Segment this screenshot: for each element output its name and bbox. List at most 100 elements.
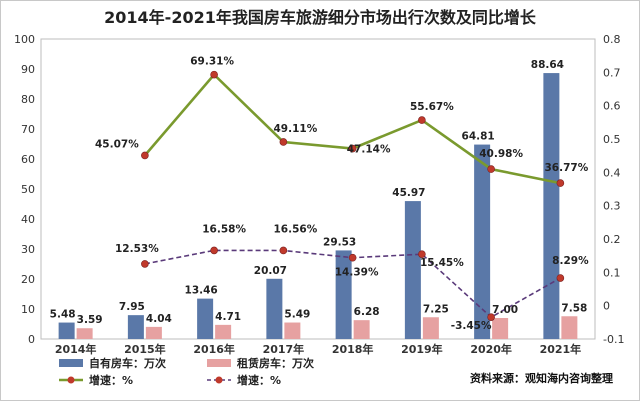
legend-growth-solid: 增速：% — [89, 373, 133, 387]
bar-rental — [145, 326, 162, 339]
growth-point — [210, 70, 218, 79]
bar-value-label: 7.25 — [423, 303, 449, 315]
growth-point — [279, 246, 288, 255]
growth-value-label: 36.77% — [545, 162, 589, 174]
bar-value-label: 4.04 — [146, 313, 172, 325]
legend-rental: 租赁房车：万次 — [237, 356, 314, 370]
bar-rental — [492, 318, 509, 339]
growth-point — [418, 116, 426, 124]
bar-rental — [353, 320, 370, 339]
bar-owned — [266, 278, 283, 339]
bar-value-label: 45.97 — [392, 187, 425, 199]
y-left-tick: 40 — [21, 213, 35, 226]
bar-owned — [543, 73, 560, 339]
growth-point — [348, 253, 357, 262]
x-tick: 2016年 — [193, 342, 235, 356]
bar-value-label: 29.53 — [323, 236, 356, 248]
growth-point — [348, 144, 357, 153]
bar-rental — [76, 328, 93, 339]
growth-value-label: 69.31% — [190, 56, 234, 68]
bar-value-label: 3.59 — [77, 314, 103, 326]
x-tick: 2019年 — [401, 342, 443, 356]
y-left-tick: 100 — [14, 33, 35, 46]
growth-point — [141, 260, 149, 268]
y-right-tick: 0 — [603, 300, 610, 313]
bar-value-label: 5.48 — [50, 309, 76, 321]
legend-owned: 自有房车：万次 — [89, 356, 166, 370]
growth-point — [487, 165, 495, 173]
legend-swatch-rental — [207, 359, 231, 367]
legend-growth-dashed: 增速：% — [237, 373, 281, 387]
y-left-tick: 30 — [21, 243, 35, 256]
growth-line-owned — [143, 72, 561, 185]
growth-value-label: 40.98% — [479, 148, 523, 160]
x-tick: 2021年 — [540, 342, 582, 356]
growth-value-label: 15.45% — [420, 257, 464, 269]
growth-value-label: 55.67% — [410, 101, 454, 113]
chart-title: 2014年-2021年我国房车旅游细分市场出行次数及同比增长 — [104, 8, 537, 27]
y-left-tick: 0 — [28, 333, 35, 346]
bar-value-label: 5.49 — [284, 309, 310, 321]
bar-owned — [58, 322, 75, 339]
growth-value-label: 8.29% — [552, 255, 589, 267]
bar-rental — [422, 317, 439, 339]
bar-value-label: 6.28 — [354, 306, 380, 318]
legend-marker-dashed — [215, 376, 223, 384]
legend-marker-solid — [67, 376, 75, 384]
y-right-tick: 0.3 — [603, 200, 621, 213]
y-right-tick: 0.8 — [603, 33, 621, 46]
bar-rental — [284, 322, 301, 339]
legend-swatch-owned — [59, 359, 83, 367]
growth-point — [141, 151, 149, 160]
growth-point — [418, 250, 426, 258]
growth-value-label: 12.53% — [115, 243, 159, 255]
y-right-tick: 0.6 — [603, 100, 621, 113]
y-right-tick: 0.5 — [603, 133, 621, 146]
growth-value-label: 16.56% — [274, 223, 318, 235]
bar-value-label: 20.07 — [254, 265, 287, 277]
growth-value-label: 47.14% — [347, 144, 391, 156]
y-left-tick: 80 — [21, 93, 35, 106]
y-left-tick: 10 — [21, 303, 35, 316]
growth-value-label: 49.11% — [274, 123, 318, 135]
y-right-tick: -0.1 — [603, 333, 624, 346]
x-tick: 2014年 — [55, 342, 97, 356]
growth-point — [487, 313, 495, 321]
growth-value-label: 45.07% — [95, 138, 139, 150]
x-tick: 2017年 — [263, 342, 305, 356]
y-right-tick: 0.7 — [603, 66, 621, 79]
bar-value-label: 7.58 — [561, 302, 587, 314]
bar-value-label: 7.00 — [492, 304, 518, 316]
bar-rental — [561, 316, 578, 339]
growth-value-label: 14.39% — [335, 267, 379, 279]
y-left-tick: 70 — [21, 123, 35, 136]
x-tick: 2020年 — [470, 342, 512, 356]
y-left-tick: 60 — [21, 153, 35, 166]
bar-rental — [215, 324, 232, 339]
y-left-tick: 50 — [21, 183, 35, 196]
y-left-tick: 20 — [21, 273, 35, 286]
bar-owned — [127, 315, 144, 339]
growth-point — [556, 179, 565, 187]
bar-value-label: 4.71 — [215, 311, 241, 323]
bar-value-label: 88.64 — [531, 59, 564, 71]
y-right-tick: 0.2 — [603, 233, 621, 246]
x-tick: 2015年 — [124, 342, 166, 356]
y-left-tick: 90 — [21, 63, 35, 76]
bar-value-label: 7.95 — [119, 301, 145, 313]
growth-value-label: -3.45% — [451, 320, 492, 332]
bar-owned — [335, 250, 352, 339]
y-right-tick: 0.4 — [603, 166, 621, 179]
growth-point — [279, 138, 288, 146]
bar-owned — [197, 298, 214, 339]
growth-point — [556, 274, 565, 282]
bar-owned — [404, 201, 421, 339]
bar-value-label: 13.46 — [185, 285, 218, 297]
growth-value-label: 16.58% — [202, 223, 246, 235]
source-note: 资料来源：观知海内咨询整理 — [470, 371, 613, 385]
plot-area — [40, 38, 596, 340]
bar-value-label: 64.81 — [462, 131, 495, 143]
bar-owned — [474, 144, 491, 339]
